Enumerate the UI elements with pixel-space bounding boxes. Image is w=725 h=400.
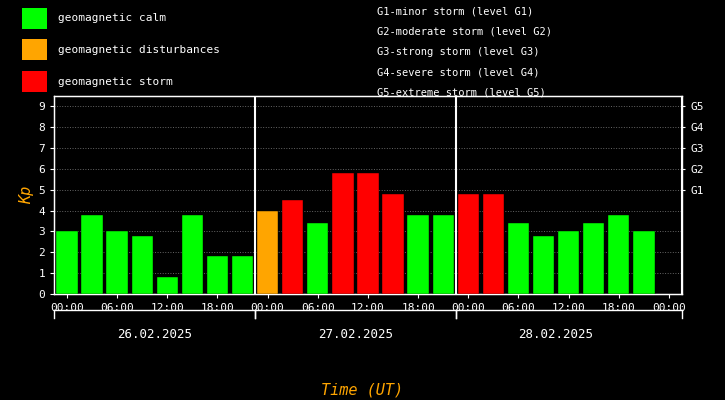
Bar [22,71,47,92]
Text: 26.02.2025: 26.02.2025 [117,328,192,340]
Bar [282,200,303,294]
Text: G2-moderate storm (level G2): G2-moderate storm (level G2) [377,27,552,37]
Text: geomagnetic calm: geomagnetic calm [58,13,166,23]
Bar [483,194,504,294]
Bar [232,256,253,294]
Bar [182,215,203,294]
Text: G4-severe storm (level G4): G4-severe storm (level G4) [377,67,539,77]
Bar [583,223,605,294]
Bar [382,194,404,294]
Bar [207,256,228,294]
Bar [131,236,153,294]
Bar [157,277,178,294]
Bar [257,211,278,294]
Text: G1-minor storm (level G1): G1-minor storm (level G1) [377,7,534,17]
Text: geomagnetic storm: geomagnetic storm [58,77,173,87]
Text: Time (UT): Time (UT) [321,382,404,398]
Bar [608,215,629,294]
Bar [357,173,378,294]
Bar [457,194,479,294]
Bar [22,39,47,60]
Text: 28.02.2025: 28.02.2025 [518,328,594,340]
Bar [533,236,554,294]
Bar [507,223,529,294]
Text: 27.02.2025: 27.02.2025 [318,328,393,340]
Bar [433,215,454,294]
Bar [633,232,655,294]
Bar [407,215,428,294]
Text: geomagnetic disturbances: geomagnetic disturbances [58,45,220,55]
Bar [107,232,128,294]
Text: G5-extreme storm (level G5): G5-extreme storm (level G5) [377,87,546,97]
Text: G3-strong storm (level G3): G3-strong storm (level G3) [377,47,539,57]
Y-axis label: Kp: Kp [20,186,34,204]
Bar [307,223,328,294]
Bar [558,232,579,294]
Bar [57,232,78,294]
Bar [22,8,47,29]
Bar [332,173,354,294]
Bar [81,215,103,294]
